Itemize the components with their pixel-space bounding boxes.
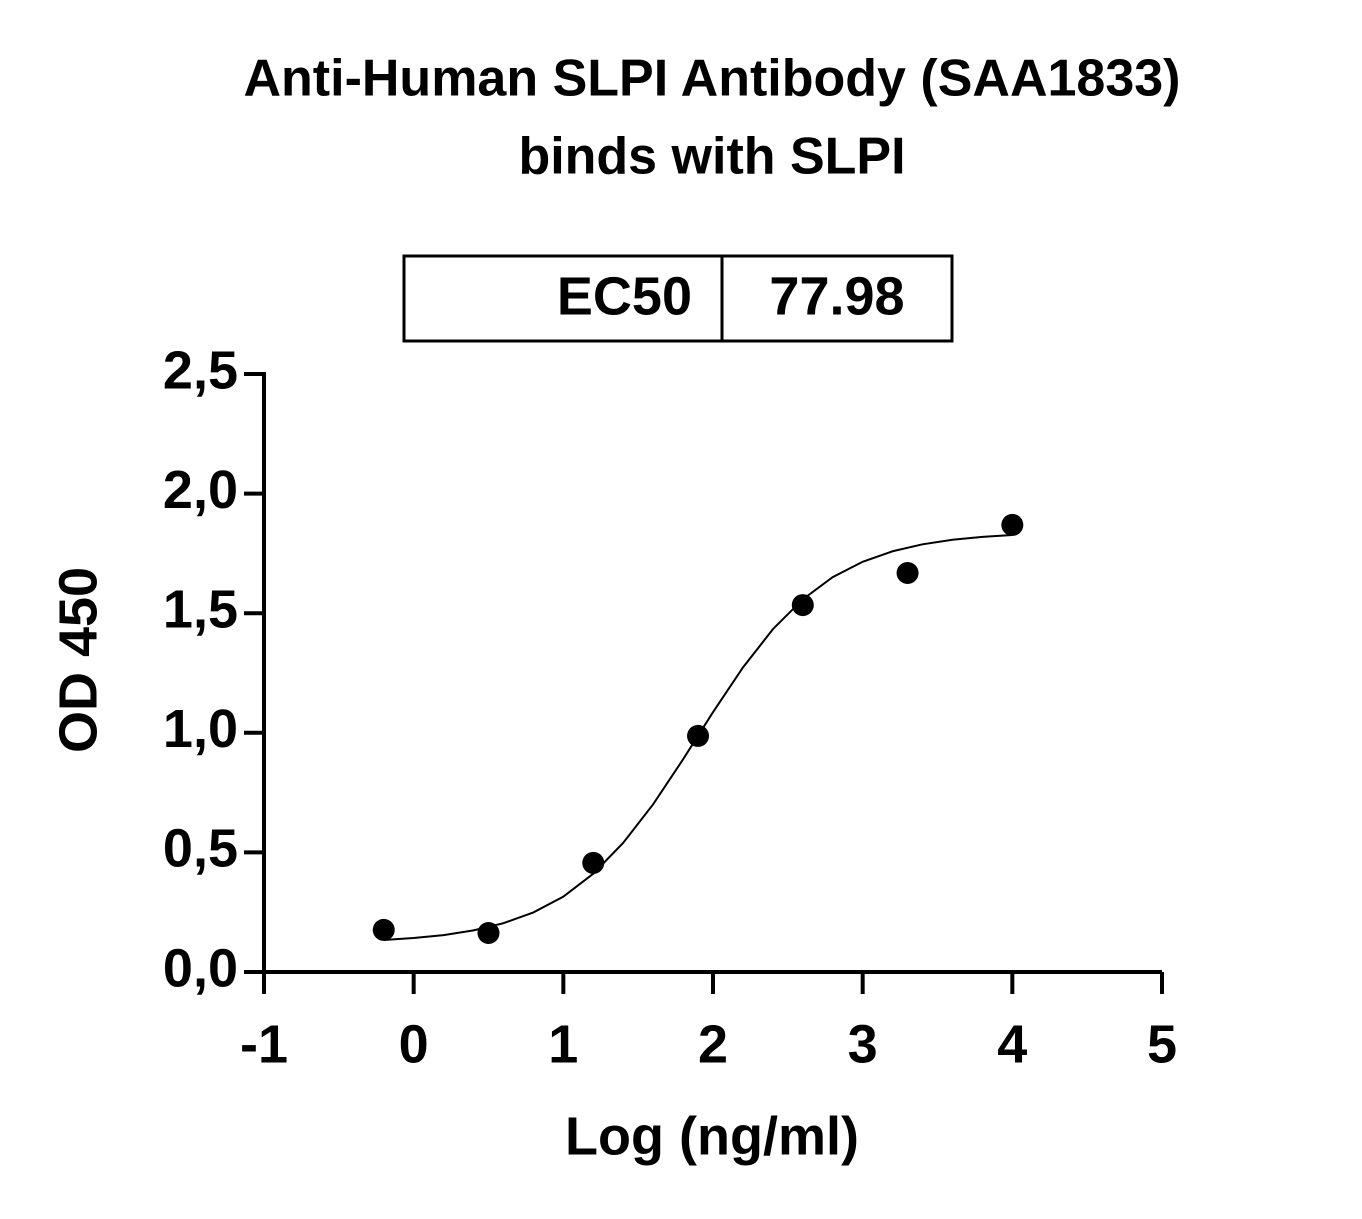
x-tick-label: 2 — [698, 1014, 728, 1074]
x-tick-label: 4 — [997, 1014, 1027, 1074]
x-tick-label: -1 — [240, 1014, 288, 1074]
data-point — [791, 594, 814, 617]
chart-title: Anti-Human SLPI Antibody (SAA1833) — [243, 50, 1180, 108]
x-tick-label: 1 — [548, 1014, 578, 1074]
fit-curve — [383, 533, 1013, 941]
y-axis-label: OD 450 — [48, 567, 108, 753]
y-tick-label: 1,0 — [163, 699, 238, 759]
y-tick-label: 1,5 — [163, 579, 238, 639]
chart-title: binds with SLPI — [518, 128, 905, 186]
y-tick-label: 0,0 — [163, 938, 238, 998]
y-tick-label: 2,0 — [163, 460, 238, 520]
ec50-box — [402, 254, 954, 343]
x-tick-label: 3 — [848, 1014, 878, 1074]
data-point — [372, 918, 395, 941]
y-tick-label: 2,5 — [163, 340, 238, 400]
data-point — [582, 851, 605, 874]
y-tick-label: 0,5 — [163, 819, 238, 879]
data-point — [896, 562, 919, 585]
x-axis-label: Log (ng/ml) — [565, 1106, 859, 1166]
x-tick-label: 5 — [1147, 1014, 1177, 1074]
x-tick-label: 0 — [399, 1014, 429, 1074]
data-point — [1001, 513, 1024, 536]
ec50-label: EC50 — [557, 266, 692, 326]
ec50-value: 77.98 — [769, 266, 904, 326]
